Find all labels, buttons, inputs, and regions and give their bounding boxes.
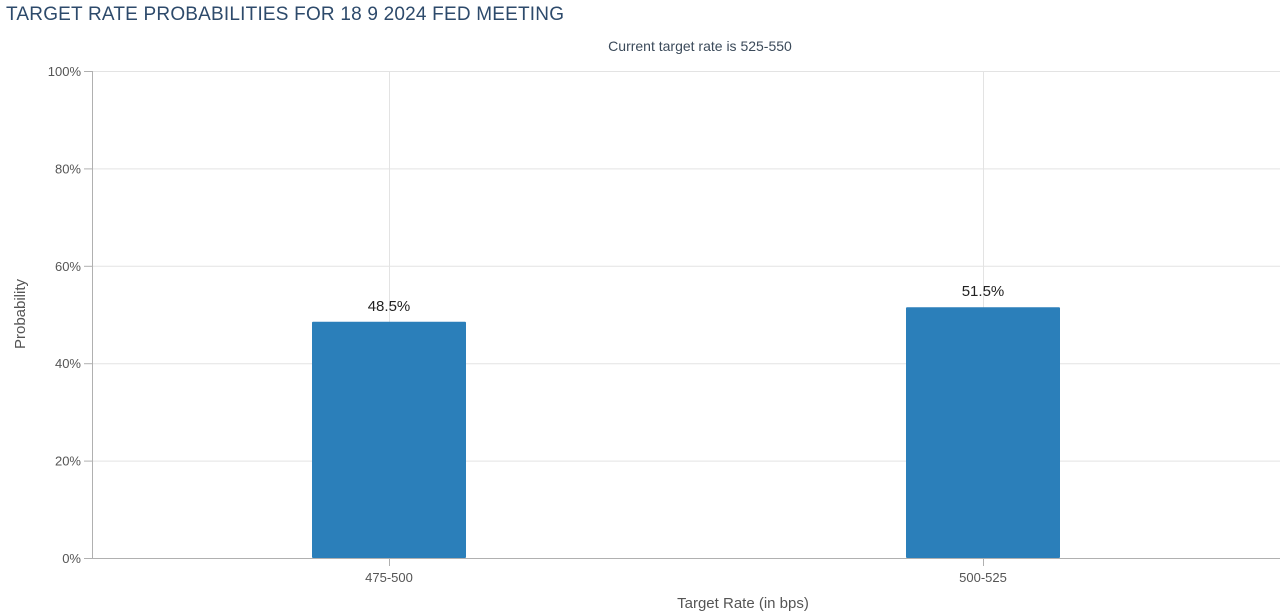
y-tick-label: 60%: [55, 259, 81, 274]
bar: [906, 307, 1060, 558]
x-axis-title: Target Rate (in bps): [677, 595, 809, 612]
chart-axes: [84, 71, 1280, 566]
y-tick-label: 80%: [55, 161, 81, 176]
chart-labels: 0% 20% 40% 60% 80% 100% 48.5% 475-500 51.5% 500-5…: [48, 64, 1007, 585]
y-tick-label: 20%: [55, 454, 81, 469]
x-tick-label: 500-525: [959, 570, 1007, 585]
x-tick-label: 475-500: [365, 570, 413, 585]
chart-gridlines: [92, 71, 1280, 558]
y-tick-label: 0%: [62, 551, 81, 566]
y-tick-label: 40%: [55, 356, 81, 371]
bar: [312, 321, 466, 558]
bar-value-label: 48.5%: [368, 298, 411, 315]
chart-subtitle: Current target rate is 525-550: [608, 38, 792, 54]
page-title: TARGET RATE PROBABILITIES FOR 18 9 2024 …: [6, 4, 565, 25]
chart-bars: [312, 307, 1060, 558]
y-axis-title: Probability: [12, 278, 29, 349]
bar-value-label: 51.5%: [962, 283, 1005, 300]
y-tick-label: 100%: [48, 64, 82, 79]
